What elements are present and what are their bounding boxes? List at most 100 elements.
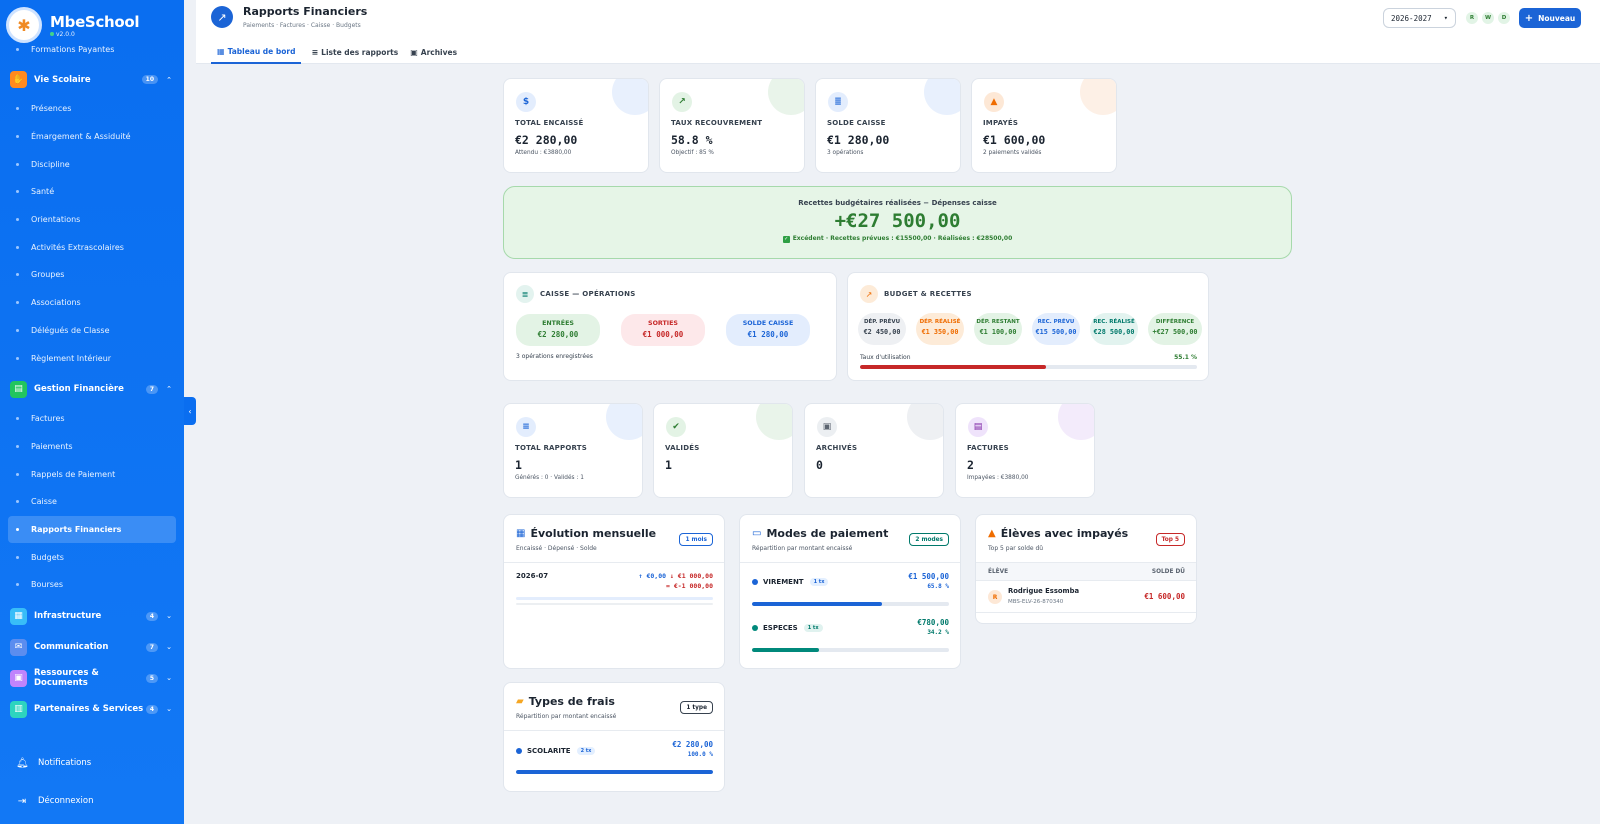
warning-icon: ▲ <box>988 528 996 539</box>
sidebar-item-paiements[interactable]: Paiements <box>0 433 184 461</box>
calendar-icon: ▦ <box>516 528 526 539</box>
sidebar-item-emargement[interactable]: Émargement & Assiduité <box>0 123 184 151</box>
chevron-up-icon: ⌃ <box>166 385 172 394</box>
payment-modes-panel: ▭ Modes de paiement Répartition par monta… <box>739 514 961 669</box>
fee-type-row: SCOLARITE 2 tx €2 280,00 100.0 % <box>516 740 713 776</box>
app-version: v2.0.0 <box>50 31 139 38</box>
chevron-down-icon: ⌄ <box>166 612 172 621</box>
sidebar-item-bourses[interactable]: Bourses <box>0 571 184 599</box>
check-circle-icon: ✔ <box>666 417 686 437</box>
brand[interactable]: ✱ MbeSchool v2.0.0 <box>0 0 184 50</box>
notifications-link[interactable]: 🔔︎ Notifications <box>16 757 92 769</box>
chevron-down-icon: ⌄ <box>166 674 172 683</box>
chevron-down-icon: ⌄ <box>166 643 172 652</box>
check-icon: ✓ <box>782 236 790 243</box>
cash-register-icon: ≣ <box>516 285 534 303</box>
archive-icon: ▣ <box>817 417 837 437</box>
group-count-badge: 10 <box>141 75 158 84</box>
sidebar-item-factures[interactable]: Factures <box>0 405 184 433</box>
student-id: MBS-ELV-26-870340 <box>1008 599 1064 605</box>
sidebar-item-activites[interactable]: Activités Extrascolaires <box>0 233 184 261</box>
sidebar-item-groupes[interactable]: Groupes <box>0 261 184 289</box>
kpi-impayes: ▲ IMPAYÉS €1 600,00 2 paiements validés <box>971 78 1117 173</box>
trend-up-icon: ↗ <box>672 92 692 112</box>
caisse-entrees: ENTRÉES €2 280,00 <box>516 314 600 346</box>
sidebar-item-delegues[interactable]: Délégués de Classe <box>0 317 184 345</box>
caisse-operations-card: ≣ CAISSE — OPÉRATIONS ENTRÉES €2 280,00 S… <box>503 272 837 381</box>
list-icon: ≡ <box>311 47 319 57</box>
tabs: ▦ Tableau de bord ≡ Liste des rapports ▣ Ar… <box>211 40 463 64</box>
sidebar-group-gestion-financiere[interactable]: ▤ Gestion Financière 7 ⌃ <box>0 374 184 405</box>
payment-mode-row: VIREMENT 1 tx €1 500,00 65.8 % <box>752 572 949 608</box>
budget-difference: DIFFÉRENCE +€27 500,00 <box>1148 313 1202 345</box>
sidebar-item-budgets[interactable]: Budgets <box>0 543 184 571</box>
evolution-in: ↑ €0,00 <box>638 572 667 580</box>
sidebar-collapse-button[interactable]: ‹ <box>184 397 196 425</box>
plus-icon: + <box>1524 12 1534 24</box>
bell-icon: 🔔︎ <box>16 757 29 769</box>
fee-type-bar <box>516 770 713 774</box>
budget-rec-prevu: REC. PRÉVU €15 500,00 <box>1032 313 1080 345</box>
logout-link[interactable]: ⇥ Déconnexion <box>17 795 94 807</box>
table-row[interactable]: R Rodrigue Essomba MBS-ELV-26-870340 €1 … <box>976 581 1196 613</box>
sidebar-nav: Formations Payantes ✋ Vie Scolaire 10 ⌃ … <box>0 45 184 725</box>
tab-tableau-de-bord[interactable]: ▦ Tableau de bord <box>211 40 302 64</box>
list-icon: ≡ <box>516 417 536 437</box>
fee-types-panel: ▰ Types de frais Répartition par montant … <box>503 682 725 792</box>
group-count-badge: 5 <box>145 673 158 683</box>
budget-recettes-card: ↗ BUDGET & RECETTES DÉP. PRÉVU €2 450,00 … <box>847 272 1209 381</box>
stat-valides: ✔ VALIDÉS 1 <box>653 403 793 498</box>
stat-total-rapports: ≡ TOTAL RAPPORTS 1 Générés : 0 · Validés… <box>503 403 643 498</box>
usage-progress-bar <box>860 365 1197 369</box>
sidebar-group-partenaires[interactable]: ▥ Partenaires & Services 4 ⌄ <box>0 694 184 725</box>
sidebar-group-ressources[interactable]: ▣ Ressources & Documents 5 ⌄ <box>0 663 184 694</box>
page-title: Rapports Financiers <box>243 5 368 18</box>
school-logo-icon: ✱ <box>6 7 42 43</box>
main-content: $ TOTAL ENCAISSÉ €2 280,00 Attendu : €38… <box>196 64 1600 824</box>
sidebar-group-vie-scolaire[interactable]: ✋ Vie Scolaire 10 ⌃ <box>0 64 184 95</box>
sidebar-item-presences[interactable]: Présences <box>0 95 184 123</box>
sidebar: ✱ MbeSchool v2.0.0 Formations Payantes ✋… <box>0 0 184 824</box>
tab-liste-rapports[interactable]: ≡ Liste des rapports <box>311 47 399 57</box>
sidebar-item-orientations[interactable]: Orientations <box>0 206 184 234</box>
budget-result-value: +€27 500,00 <box>834 210 961 232</box>
caisse-sorties: SORTIES €1 000,00 <box>621 314 705 346</box>
new-button[interactable]: + Nouveau <box>1519 8 1581 28</box>
sidebar-group-communication[interactable]: ✉ Communication 7 ⌄ <box>0 632 184 663</box>
chevron-left-icon: ‹ <box>188 406 192 416</box>
avatar: R <box>988 590 1002 604</box>
sidebar-item-discipline[interactable]: Discipline <box>0 150 184 178</box>
budget-dep-realise: DÉP. RÉALISÉ €1 350,00 <box>916 313 964 345</box>
sidebar-item-caisse[interactable]: Caisse <box>0 488 184 516</box>
caret-down-icon: ▾ <box>1443 14 1448 22</box>
tab-archives[interactable]: ▣ Archives <box>410 47 458 57</box>
sidebar-item-rappels[interactable]: Rappels de Paiement <box>0 460 184 488</box>
kpi-total-encaisse: $ TOTAL ENCAISSÉ €2 280,00 Attendu : €38… <box>503 78 649 173</box>
book-icon: ▣ <box>10 669 27 687</box>
invoice-icon: ▤ <box>968 417 988 437</box>
budget-rec-realise: REC. RÉALISÉ €28 500,00 <box>1090 313 1138 345</box>
logout-icon: ⇥ <box>17 795 27 807</box>
sidebar-item-formations-payantes[interactable]: Formations Payantes <box>0 42 184 56</box>
chart-line-icon: ↗ <box>211 6 233 28</box>
caisse-solde: SOLDE CAISSE €1 280,00 <box>726 314 810 346</box>
chevron-down-icon: ⌄ <box>166 705 172 714</box>
page-subtitle: Paiements · Factures · Caisse · Budgets <box>243 22 361 29</box>
budget-dep-restant: DÉP. RESTANT €1 100,00 <box>974 313 1022 345</box>
person-icon: ✋ <box>10 71 27 88</box>
kpi-taux-recouvrement: ↗ TAUX RECOUVREMENT 58.8 % Objectif : 85… <box>659 78 805 173</box>
sidebar-item-associations[interactable]: Associations <box>0 289 184 317</box>
group-count-badge: 7 <box>145 642 158 652</box>
sidebar-group-infrastructure[interactable]: ▦ Infrastructure 4 ⌄ <box>0 601 184 632</box>
sidebar-item-sante[interactable]: Santé <box>0 178 184 206</box>
ledger-icon: ▤ <box>10 380 27 398</box>
evolution-out: ↓ €1 000,00 <box>669 572 713 580</box>
building-icon: ▦ <box>10 607 27 625</box>
year-select[interactable]: 2026-2027 ▾ <box>1383 8 1456 28</box>
usage-rate-value: 55.1 % <box>1174 354 1197 361</box>
app-name: MbeSchool <box>50 12 140 31</box>
credit-card-icon: ▭ <box>752 528 762 539</box>
stat-factures: ▤ FACTURES 2 Impayées : €3880,00 <box>955 403 1095 498</box>
sidebar-item-rapports-financiers[interactable]: Rapports Financiers <box>8 515 176 544</box>
sidebar-item-reglement[interactable]: Règlement Intérieur <box>0 344 184 372</box>
